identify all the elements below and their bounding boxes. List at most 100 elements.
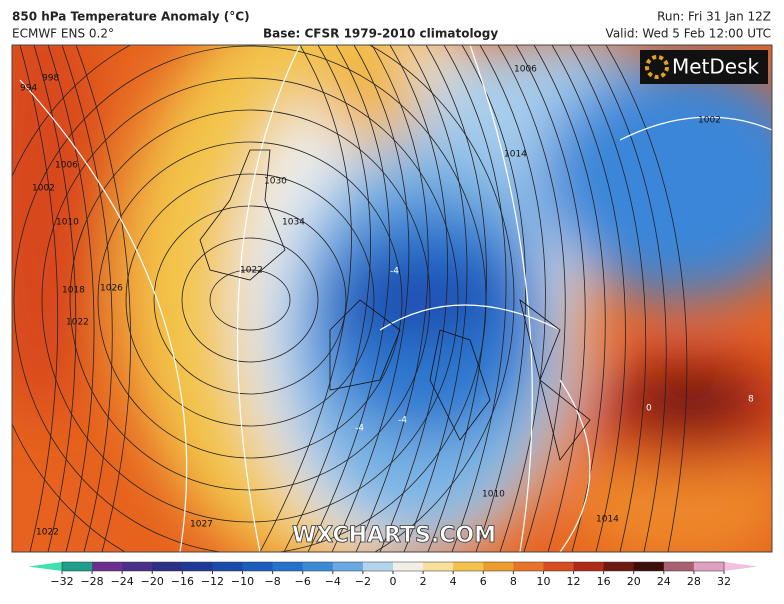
- colorbar-segment: [513, 562, 544, 571]
- isotherm-label: -4: [355, 424, 364, 434]
- colorbar-label: −32: [50, 575, 73, 588]
- colorbar-label: −16: [171, 575, 194, 588]
- isobar-label: 1022: [240, 266, 263, 276]
- colorbar-segment: [152, 562, 183, 571]
- map-frame: [11, 44, 773, 553]
- colorbar-segment: [573, 562, 605, 571]
- colorbar-label: 12: [567, 575, 581, 588]
- colorbar: −32 −28 −24 −20 −16 −12 −10 −8 −6 −4 −2 0 2 4 6 8 10 12 16…: [28, 561, 758, 588]
- isobar-label: 998: [42, 74, 59, 84]
- colorbar-segment: [693, 562, 725, 571]
- isobar-label: 1014: [596, 515, 619, 525]
- isobar-label: 1018: [62, 286, 85, 296]
- colorbar-label: 16: [597, 575, 611, 588]
- isobar-label: 1022: [36, 528, 59, 538]
- logo: MetDesk: [640, 50, 768, 84]
- colorbar-label: 0: [390, 575, 397, 588]
- colorbar-segment: [543, 562, 575, 571]
- map: [12, 45, 772, 552]
- isobar: [497, 45, 566, 552]
- colorbar-segment: [212, 562, 244, 571]
- colorbar-label: −24: [111, 575, 134, 588]
- isobar: [587, 45, 667, 552]
- colorbar-segment: [393, 562, 424, 571]
- isobar: [443, 45, 507, 552]
- isobar-label: 1014: [504, 150, 527, 160]
- isobar: [209, 269, 291, 331]
- isobar-label: 1002: [32, 184, 55, 194]
- isotherm-label: -4: [398, 416, 407, 426]
- colorbar-label: −28: [80, 575, 103, 588]
- isobar: [181, 237, 319, 363]
- colorbar-label: 20: [627, 575, 641, 588]
- isobar-label: 1030: [264, 177, 287, 187]
- colorbar-segment: [302, 562, 334, 571]
- logo-text: MetDesk: [672, 55, 760, 79]
- colorbar-label: −8: [265, 575, 281, 588]
- isobar: [551, 45, 626, 552]
- isobar: [153, 205, 347, 395]
- colorbar-segment: [272, 562, 304, 571]
- colorbar-label: −6: [295, 575, 311, 588]
- isobar: [479, 45, 546, 552]
- title: 850 hPa Temperature Anomaly (°C): [12, 10, 250, 24]
- colorbar-label: −4: [325, 575, 341, 588]
- colorbar-label: 6: [480, 575, 487, 588]
- isobar: [97, 141, 403, 459]
- isobar: [569, 45, 647, 552]
- isobar: [461, 45, 527, 552]
- isobars: [12, 45, 688, 552]
- isobar: [19, 45, 59, 552]
- isotherm-label: 0: [646, 404, 652, 414]
- colorbar-label: −12: [201, 575, 224, 588]
- colorbar-segment: [423, 562, 454, 571]
- isobar-label: 1026: [100, 284, 123, 294]
- isobar: [259, 45, 352, 552]
- run: Run: Fri 31 Jan 12Z: [657, 10, 771, 24]
- isobar: [283, 45, 371, 552]
- colorbar-label: 8: [510, 575, 517, 588]
- isobar-label: 1002: [698, 116, 721, 126]
- colorbar-segment: [603, 562, 635, 571]
- colorbar-label: 10: [536, 575, 550, 588]
- isotherms: [19, 45, 772, 552]
- isobar: [379, 45, 448, 552]
- colorbar-label: 2: [420, 575, 427, 588]
- coastlines: [199, 149, 591, 461]
- isobar: [515, 45, 586, 552]
- isobar-label: 1027: [190, 520, 213, 530]
- isobar: [533, 45, 606, 552]
- isobar: [47, 45, 95, 552]
- colorbar-label: −20: [141, 575, 164, 588]
- isobar-label: 1006: [55, 161, 78, 171]
- colorbar-segment: [92, 562, 123, 571]
- colorbar-label: −2: [355, 575, 371, 588]
- colorbar-segment: [182, 562, 213, 571]
- colorbar-label: −10: [231, 575, 254, 588]
- base: Base: CFSR 1979-2010 climatology: [263, 27, 498, 41]
- isobar: [125, 173, 375, 427]
- colorbar-segment: [122, 562, 153, 571]
- isobar: [355, 45, 429, 552]
- isobar: [61, 45, 113, 552]
- isobar-label: 1006: [514, 65, 537, 75]
- watermark: WXCHARTS.COM: [292, 523, 496, 548]
- colorbar-segment: [633, 562, 665, 571]
- isobar-label: 1034: [282, 218, 305, 228]
- isobar-label: 994: [20, 84, 37, 94]
- isobar-label: 1010: [56, 218, 79, 228]
- colorbar-segment: [62, 562, 93, 571]
- isobar: [69, 109, 431, 491]
- isobar: [425, 45, 487, 552]
- colorbar-segment: [663, 562, 695, 571]
- colorbar-segment: [242, 562, 274, 571]
- isotherm-label: -4: [390, 267, 399, 277]
- valid: Valid: Wed 5 Feb 12:00 UTC: [606, 27, 771, 41]
- isobar-label: 1022: [66, 318, 89, 328]
- isobar: [605, 45, 688, 552]
- colorbar-label: 32: [717, 575, 731, 588]
- colorbar-over: [724, 562, 758, 571]
- colorbar-label: 24: [657, 575, 671, 588]
- isobar: [12, 45, 515, 552]
- model: ECMWF ENS 0.2°: [12, 27, 114, 41]
